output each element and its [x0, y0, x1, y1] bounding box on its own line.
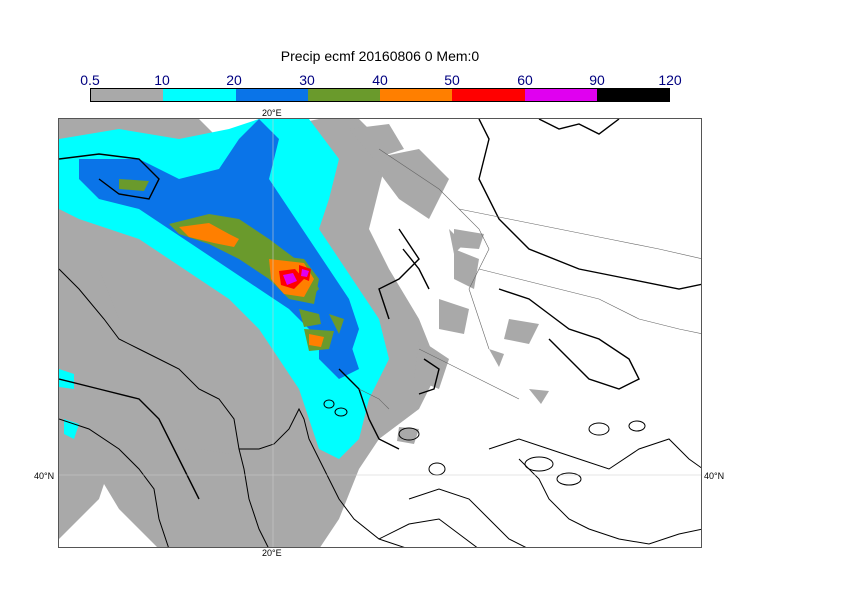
precip-color-legend: [90, 88, 670, 102]
legend-tick-label: 20: [226, 72, 242, 88]
legend-swatch: [524, 89, 597, 101]
legend-tick-label: 50: [444, 72, 460, 88]
coastline: [59, 268, 701, 547]
legend-swatch: [91, 89, 164, 101]
lon-label-top: 20°E: [262, 108, 282, 118]
precip-fill-60-90: [283, 269, 309, 285]
legend-tick-labels: 0.5 10 20 30 40 50 60 90 120: [70, 72, 690, 88]
legend-tick-label: 120: [658, 72, 682, 88]
legend-swatch: [307, 89, 380, 101]
legend-swatch: [163, 89, 236, 101]
legend-tick-label: 30: [299, 72, 315, 88]
legend-tick-label: 40: [372, 72, 388, 88]
lon-label-bottom: 20°E: [262, 548, 282, 558]
legend-swatch: [380, 89, 453, 101]
precip-map: [58, 118, 702, 548]
pressure-contours: [59, 119, 701, 500]
legend-swatch: [596, 89, 669, 101]
legend-tick-label: 90: [589, 72, 605, 88]
borders: [358, 148, 701, 410]
legend-tick-label: 10: [154, 72, 170, 88]
legend-tick-label: 60: [517, 72, 533, 88]
map-canvas: [59, 119, 701, 547]
legend-swatch: [452, 89, 525, 101]
lat-label-left: 40°N: [34, 471, 55, 481]
legend-tick-label: 0.5: [80, 72, 100, 88]
lat-label-right: 40°N: [704, 471, 725, 481]
map-title: Precip ecmf 20160806 0 Mem:0: [280, 48, 480, 64]
legend-swatch: [235, 89, 308, 101]
graticule: [59, 119, 701, 547]
